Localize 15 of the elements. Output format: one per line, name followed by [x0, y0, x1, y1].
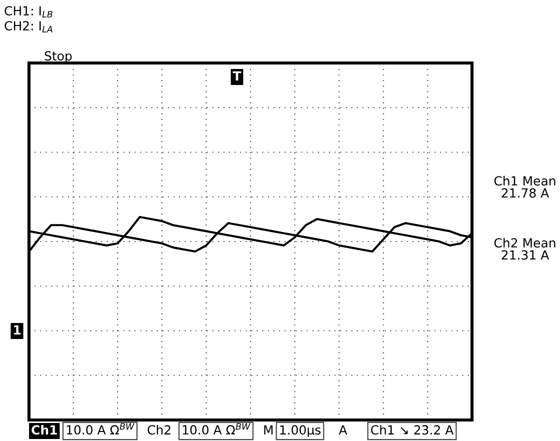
text: Ch1 Mean 21.78 A	[494, 176, 556, 198]
text: CH1: I$_{LB}$	[4, 6, 52, 18]
text: A	[338, 425, 348, 434]
text: 1	[14, 325, 20, 334]
text: 10.0 A Ω$^{BW}$	[182, 423, 250, 435]
text: T	[232, 71, 242, 80]
text: Ch2 Mean 21.31 A	[494, 238, 556, 260]
text: Ch2	[148, 424, 170, 435]
text: Stop	[44, 51, 72, 64]
text: 10.0 A Ω$^{BW}$	[66, 423, 134, 435]
text: M	[264, 425, 273, 434]
text: Ch1	[32, 424, 57, 435]
text: 1.00µs	[280, 425, 321, 438]
text: Ch1 ↘ 23.2 A	[371, 424, 454, 435]
text: CH2: I$_{LA}$	[4, 21, 52, 32]
